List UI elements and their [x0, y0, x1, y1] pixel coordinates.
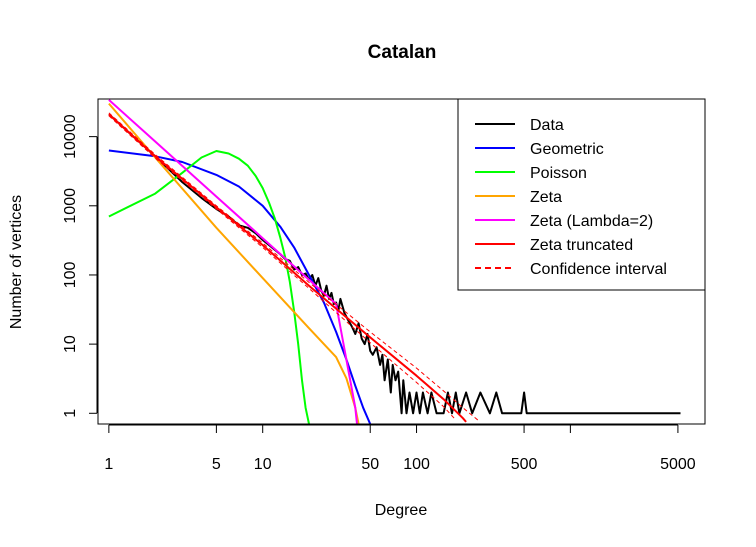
series-line-zeta-truncated: [108, 113, 467, 423]
series-line-zeta-lambda-2: [108, 99, 358, 424]
legend-label: Zeta (Lambda=2): [530, 213, 653, 230]
legend-label: Zeta truncated: [530, 237, 633, 254]
y-tick-label: 1: [62, 409, 79, 418]
legend: Data Geometric Poisson Zeta Zeta (Lambda=2) Z…: [457, 98, 706, 291]
y-tick-label: 10000: [62, 114, 79, 159]
y-tick-label: 10: [62, 335, 79, 353]
series-layer: [108, 99, 681, 424]
legend-label: Data: [530, 117, 564, 134]
x-tick-label: 100: [403, 456, 430, 473]
x-tick-label: 500: [511, 456, 538, 473]
x-axis: 1 5 10 50 100 500 5000: [104, 424, 696, 473]
x-axis-label: Degree: [375, 502, 428, 519]
series-line-geometric: [108, 149, 372, 424]
legend-label: Poisson: [530, 165, 587, 182]
x-tick-label: 5000: [660, 456, 696, 473]
y-axis: 1 10 100 1000 10000: [62, 114, 98, 418]
series-line-confidence-interval: [108, 112, 479, 421]
x-tick-label: 10: [254, 456, 272, 473]
plot-area: [97, 98, 706, 425]
y-tick-label: 100: [62, 262, 79, 289]
y-axis-label: Number of vertices: [8, 195, 25, 329]
x-tick-label: 5: [212, 456, 221, 473]
y-tick-label: 1000: [62, 188, 79, 224]
series-line-poisson: [108, 150, 310, 424]
chart-title: Catalan: [368, 42, 437, 63]
legend-label: Confidence interval: [530, 261, 667, 278]
series-line-zeta: [108, 102, 360, 424]
x-tick-label: 50: [361, 456, 379, 473]
x-tick-label: 1: [104, 456, 113, 473]
legend-label: Zeta: [530, 189, 562, 206]
legend-box: [457, 98, 706, 291]
legend-label: Geometric: [530, 141, 604, 158]
